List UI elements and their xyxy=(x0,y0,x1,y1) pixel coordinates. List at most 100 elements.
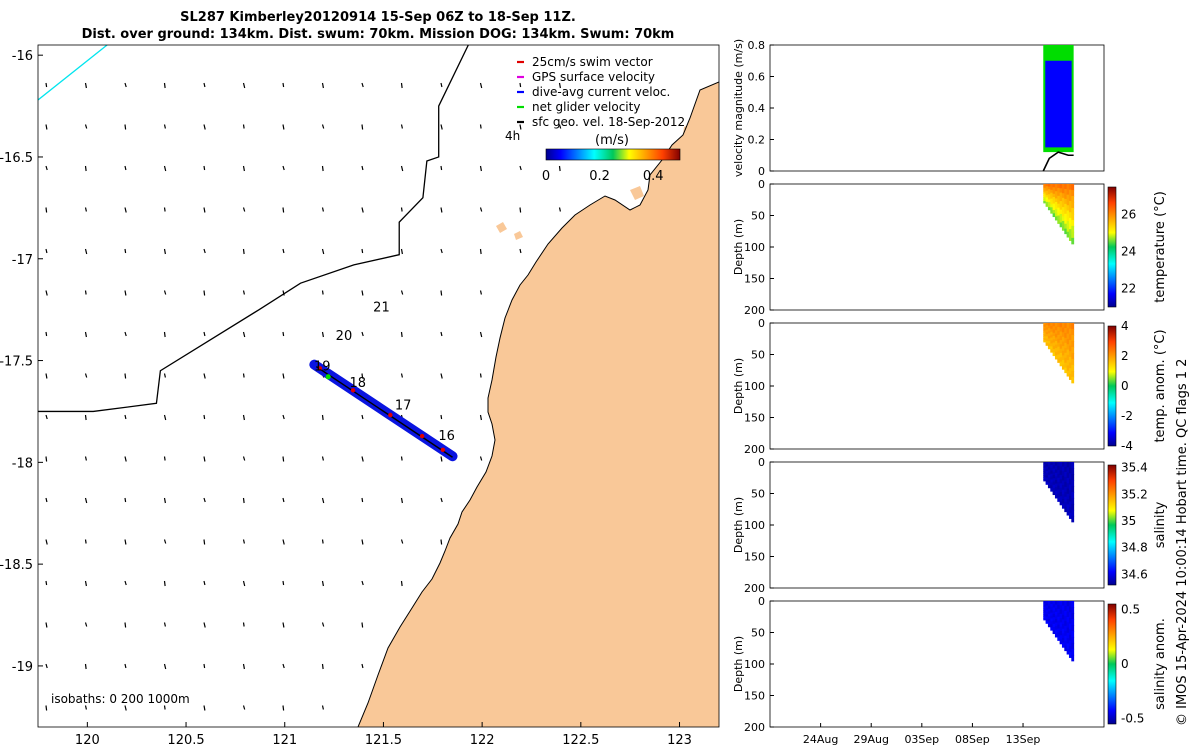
profile-cell xyxy=(1059,462,1063,467)
profile-cell xyxy=(1064,327,1068,334)
profile-cell xyxy=(1043,477,1047,480)
profile-cell xyxy=(1064,367,1068,374)
profile-cell xyxy=(1047,202,1051,206)
geo-vector xyxy=(440,456,443,462)
profile-cell xyxy=(1061,466,1065,472)
profile-cell xyxy=(1057,342,1061,348)
profile-cell xyxy=(1050,192,1054,197)
map-x-ticks: 120 120.5 121 121.5 122 122.5 123 xyxy=(75,722,692,748)
profile-cell xyxy=(1068,373,1072,380)
profile-cell xyxy=(1047,601,1051,605)
profile-cell xyxy=(1052,620,1056,625)
time-tick-label: 03Sep xyxy=(904,733,939,746)
geo-vector xyxy=(519,82,522,88)
profile-cell xyxy=(1068,339,1072,347)
profile-cell xyxy=(1068,601,1072,608)
profile-cell xyxy=(1047,328,1051,332)
profile-cell xyxy=(1059,479,1063,484)
profile-cell xyxy=(1045,607,1049,611)
profile-cell xyxy=(1061,359,1065,366)
depth-tick-label: 0 xyxy=(758,317,765,330)
profile-cell xyxy=(1059,613,1063,619)
geo-vector xyxy=(124,331,127,337)
profile-cell xyxy=(1047,472,1051,476)
geo-vector xyxy=(163,165,167,172)
colorbar-label: temperature (°C) xyxy=(1153,191,1168,303)
profile-cell xyxy=(1068,507,1072,514)
geo-vector xyxy=(361,124,364,130)
geo-vector xyxy=(45,539,48,545)
landmass xyxy=(358,82,719,727)
profile-cell xyxy=(1066,627,1070,634)
profile-cell xyxy=(1050,207,1054,211)
geo-vector xyxy=(45,414,48,420)
geo-vector xyxy=(440,165,443,171)
profile-cell xyxy=(1054,483,1058,488)
profile-cell xyxy=(1068,345,1072,352)
profile-cell xyxy=(1061,637,1065,644)
profile-cell xyxy=(1068,328,1072,335)
profile-cell xyxy=(1066,504,1070,511)
profile-cell xyxy=(1068,651,1072,658)
colorbar-tick-label: 0 xyxy=(1121,657,1129,671)
colorbar-tick-label: 4 xyxy=(1121,319,1129,333)
profile-cell xyxy=(1052,342,1056,347)
profile-cell xyxy=(1059,192,1063,198)
depth-tick-label: 100 xyxy=(744,658,765,671)
colorbar-tick-label: 35.4 xyxy=(1121,461,1148,475)
profile-cell xyxy=(1066,606,1070,613)
profile-cell xyxy=(1066,477,1070,484)
profile-cell xyxy=(1057,215,1061,220)
profile-cell xyxy=(1066,370,1070,377)
geo-vector xyxy=(479,290,482,295)
profile-cell xyxy=(1050,337,1054,341)
velocity-y-tick-label: 0.4 xyxy=(748,102,766,115)
profile-cell xyxy=(1066,184,1070,190)
geo-vector xyxy=(361,497,364,503)
geo-vector xyxy=(282,414,285,420)
depth-tick-label: 50 xyxy=(751,488,765,501)
geo-vector xyxy=(45,580,48,586)
profile-cell xyxy=(1061,614,1065,620)
profile-cell xyxy=(1071,237,1075,245)
profile-cell xyxy=(1054,330,1058,335)
profile-cell xyxy=(1054,351,1058,356)
geo-vector xyxy=(124,456,127,462)
profile-cell xyxy=(1050,323,1054,327)
coastline xyxy=(357,81,719,727)
profile-cell xyxy=(1057,489,1061,494)
glider-track xyxy=(309,359,458,462)
profile-cell xyxy=(1045,186,1049,189)
map-colorbar-label: (m/s) xyxy=(595,133,629,148)
geo-vector xyxy=(163,539,167,544)
profile-cell xyxy=(1071,225,1075,233)
profile-cell xyxy=(1064,208,1068,215)
depth-tick-label: 50 xyxy=(751,349,765,362)
profile-cell xyxy=(1052,471,1056,476)
geo-vector xyxy=(124,663,127,669)
profile-cell xyxy=(1054,608,1058,613)
profile-cell xyxy=(1052,210,1056,214)
profile-cell xyxy=(1047,477,1051,481)
profile-cell xyxy=(1064,466,1068,473)
legend-label: net glider velocity xyxy=(532,100,640,114)
profile-cell xyxy=(1043,193,1047,196)
profile-cell xyxy=(1054,333,1058,338)
map-y-tick-label: -17 xyxy=(12,253,33,268)
profile-cell xyxy=(1047,204,1051,208)
geo-vector xyxy=(400,456,403,461)
profile-cell xyxy=(1057,477,1061,483)
profile-cell xyxy=(1066,344,1070,351)
geo-vector xyxy=(282,165,285,171)
colorbar-tick-label: 34.6 xyxy=(1121,567,1148,581)
geo-vector xyxy=(163,705,166,710)
profile-cell xyxy=(1047,346,1051,350)
colorbar-tick-label: 34.8 xyxy=(1121,541,1148,555)
map-x-tick-label: 122 xyxy=(470,733,495,748)
geo-vector xyxy=(84,622,88,627)
geo-vector xyxy=(282,331,285,337)
profile-cell xyxy=(1050,325,1054,330)
profile-cell xyxy=(1061,480,1065,486)
geo-vector xyxy=(163,456,166,461)
